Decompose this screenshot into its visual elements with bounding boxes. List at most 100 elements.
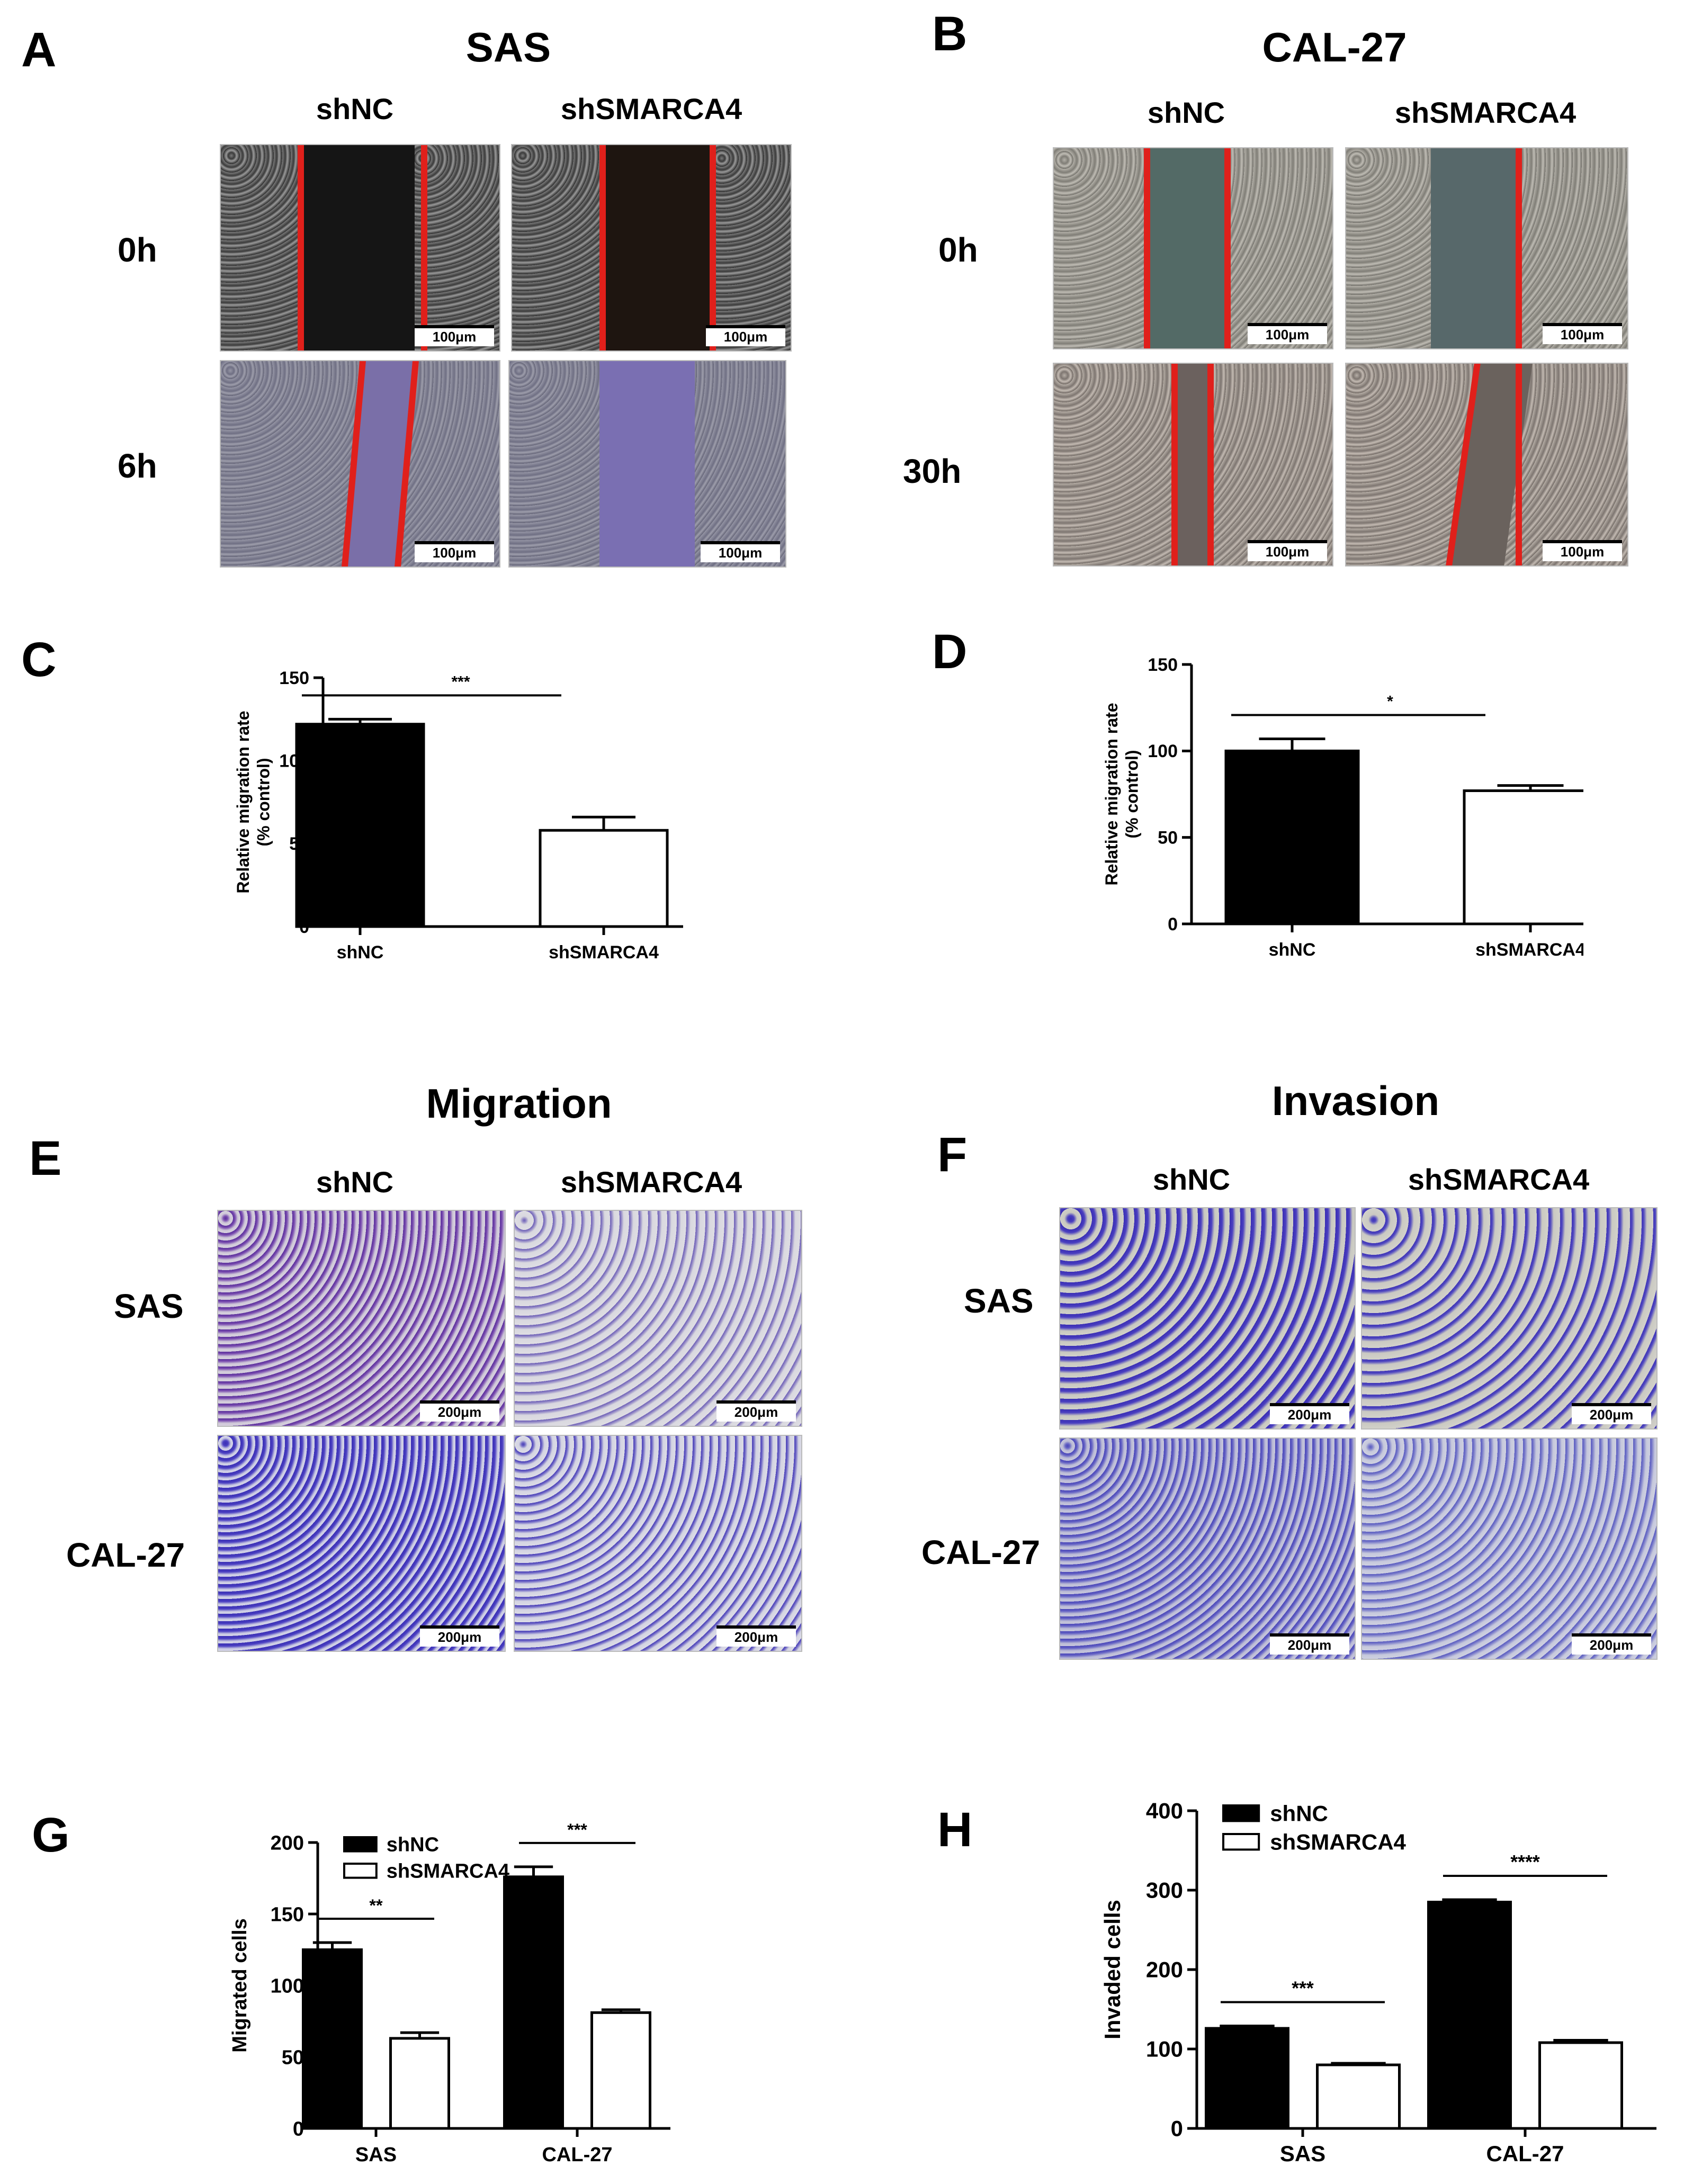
micrograph-f-cal27-shnc: 200μm	[1059, 1437, 1356, 1660]
panel-b-row-30h: 30h	[903, 452, 962, 490]
y-tick-label: 400	[1146, 1799, 1183, 1823]
micrograph-a-shnc-6h: 100μm	[220, 360, 500, 568]
legend-swatch-shnc	[1222, 1804, 1260, 1822]
wound-edge-line	[1516, 148, 1522, 348]
bar-shnc	[1427, 1901, 1512, 2130]
scale-bar: 100μm	[701, 541, 780, 562]
scale-bar: 200μm	[716, 1400, 796, 1422]
wound-edge-line	[1144, 148, 1150, 348]
legend-swatch-shsmarca4	[1222, 1833, 1260, 1851]
micrograph-e-cal27-shnc: 200μm	[217, 1435, 506, 1652]
bar-shnc	[503, 1875, 564, 2130]
legend-swatch-shsmarca4	[343, 1863, 378, 1879]
scale-bar: 200μm	[1270, 1403, 1349, 1424]
wound-edge-line	[421, 145, 427, 350]
significance-label: ***	[451, 673, 470, 690]
y-tick-label: 300	[1146, 1878, 1183, 1903]
panel-e-col-shnc: shNC	[316, 1165, 394, 1199]
significance-label: ****	[1510, 1852, 1540, 1873]
chart-g: 0 50 100 150 200 Migrated cells SAS ** CAL-27 ***…	[229, 1820, 670, 2166]
y-tick-label: 100	[1146, 2037, 1183, 2062]
significance-label: ***	[1292, 1978, 1314, 1999]
y-tick-label: 150	[271, 1903, 304, 1926]
bar	[539, 829, 669, 928]
x-tick-label: CAL-27	[542, 2144, 612, 2166]
scale-bar: 100μm	[1543, 323, 1622, 344]
panel-f-col-shnc: shNC	[1152, 1163, 1231, 1196]
significance-label: ***	[567, 1820, 587, 1839]
legend-label: shNC	[387, 1834, 439, 1856]
micrograph-a-shsmarca4-6h: 100μm	[508, 360, 786, 568]
panel-a-row-6h: 6h	[118, 447, 157, 485]
micrograph-b-shsmarca4-30h: 100μm	[1345, 363, 1628, 567]
panel-label-d: D	[932, 625, 968, 679]
panel-label-e: E	[29, 1131, 62, 1185]
scale-bar: 100μm	[1543, 540, 1622, 561]
x-tick-label: SAS	[1280, 2141, 1325, 2166]
micrograph-e-sas-shnc: 200μm	[217, 1210, 506, 1427]
scale-bar: 100μm	[415, 541, 494, 562]
legend-label: shSMARCA4	[1270, 1829, 1406, 1854]
panel-f-col-shsmarca4: shSMARCA4	[1408, 1163, 1590, 1196]
legend-label: shSMARCA4	[387, 1861, 509, 1883]
micrograph-f-sas-shnc: 200μm	[1059, 1207, 1356, 1430]
bar	[1224, 749, 1360, 925]
micrograph-f-sas-shsmarca4: 200μm	[1361, 1207, 1658, 1430]
y-tick-label: 0	[293, 2118, 304, 2140]
panel-b-title: CAL-27	[1262, 24, 1407, 70]
y-tick-label: 50	[282, 2046, 304, 2069]
bar	[1463, 789, 1583, 925]
panel-e-row-cal27: CAL-27	[66, 1536, 185, 1574]
scale-bar: 200μm	[420, 1400, 499, 1422]
micrograph-b-shsmarca4-0h: 100μm	[1345, 147, 1628, 349]
bar-shnc	[302, 1948, 363, 2130]
x-tick-label: shSMARCA4	[549, 942, 659, 963]
y-tick-label: 100	[271, 1975, 304, 1997]
panel-f-title: Invasion	[1271, 1077, 1440, 1124]
y-tick-label: 0	[1168, 914, 1178, 934]
scale-bar: 200μm	[1572, 1633, 1651, 1655]
panel-label-a: A	[21, 23, 57, 77]
y-tick-label: 150	[1148, 655, 1178, 675]
bar-shsmarca4	[389, 2037, 450, 2130]
scale-bar: 100μm	[1248, 540, 1327, 561]
y-axis-label: Relative migration rate(% control)	[1102, 703, 1141, 886]
panel-b-row-0h: 0h	[938, 231, 978, 269]
y-axis-label: Invaded cells	[1100, 1900, 1125, 2039]
y-tick-label: 200	[1146, 1957, 1183, 1982]
significance-label: *	[1387, 693, 1393, 710]
panel-label-f: F	[937, 1128, 968, 1182]
panel-a-col-shnc: shNC	[316, 92, 394, 125]
wound-edge-line	[710, 145, 716, 350]
micrograph-a-shsmarca4-0h: 100μm	[511, 144, 792, 352]
scale-bar: 100μm	[1248, 323, 1327, 344]
scale-bar: 100μm	[706, 325, 785, 346]
bar-shsmarca4	[1538, 2041, 1623, 2130]
y-axis-label: Relative migration rate(% control)	[234, 711, 273, 894]
wound-edge-line	[1516, 364, 1522, 565]
bar-shsmarca4	[590, 2011, 651, 2130]
panel-b-col-shnc: shNC	[1147, 96, 1225, 129]
wound-edge-line	[1207, 364, 1214, 565]
y-tick-label: 200	[271, 1832, 304, 1854]
x-tick-label: shSMARCA4	[1475, 940, 1583, 960]
micrograph-e-sas-shsmarca4: 200μm	[514, 1210, 802, 1427]
wound-edge-line	[1224, 148, 1231, 348]
scale-bar: 200μm	[1572, 1403, 1651, 1424]
wound-edge-line	[599, 145, 606, 350]
panel-a-title: SAS	[465, 24, 551, 70]
scale-bar: 200μm	[716, 1625, 796, 1647]
panel-label-b: B	[932, 7, 968, 61]
micrograph-e-cal27-shsmarca4: 200μm	[514, 1435, 802, 1652]
panel-b-col-shsmarca4: shSMARCA4	[1394, 96, 1576, 129]
x-tick-label: CAL-27	[1486, 2141, 1564, 2166]
panel-e-col-shsmarca4: shSMARCA4	[560, 1165, 742, 1199]
micrograph-b-shnc-0h: 100μm	[1053, 147, 1333, 349]
panel-f-row-sas: SAS	[964, 1282, 1034, 1320]
panel-a-row-0h: 0h	[118, 231, 157, 269]
x-tick-label: SAS	[355, 2144, 397, 2166]
wound-edge-line	[298, 145, 304, 350]
x-tick-label: shNC	[1269, 940, 1316, 960]
y-axis-label: Migrated cells	[229, 1918, 251, 2052]
